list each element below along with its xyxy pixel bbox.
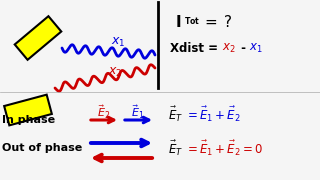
- Text: $\vec{E}_T$: $\vec{E}_T$: [168, 104, 183, 123]
- Text: Xdist =: Xdist =: [170, 42, 222, 55]
- Polygon shape: [4, 95, 52, 125]
- Text: $\mathbf{I}$: $\mathbf{I}$: [175, 14, 181, 30]
- Text: $_{\mathbf{Tot}}$: $_{\mathbf{Tot}}$: [184, 16, 200, 28]
- Text: In phase: In phase: [2, 115, 55, 125]
- Text: $\vec{E}_1$: $\vec{E}_1$: [131, 103, 145, 121]
- Text: $=\vec{E}_1+\vec{E}_2$: $=\vec{E}_1+\vec{E}_2$: [185, 104, 241, 123]
- Text: $x_2$: $x_2$: [108, 66, 122, 78]
- Text: -: -: [237, 42, 250, 55]
- Text: $=\vec{E}_1+\vec{E}_2=0$: $=\vec{E}_1+\vec{E}_2=0$: [185, 138, 263, 158]
- Text: Out of phase: Out of phase: [2, 143, 82, 153]
- Text: $= \,?$: $= \,?$: [202, 14, 232, 30]
- Text: $\vec{E}_2$: $\vec{E}_2$: [97, 103, 111, 121]
- Text: $\vec{E}_T$: $\vec{E}_T$: [168, 138, 183, 158]
- Text: $x_1$: $x_1$: [249, 41, 263, 55]
- Polygon shape: [15, 16, 61, 60]
- Text: $x_2$: $x_2$: [222, 41, 236, 55]
- Text: $x_1$: $x_1$: [111, 35, 125, 49]
